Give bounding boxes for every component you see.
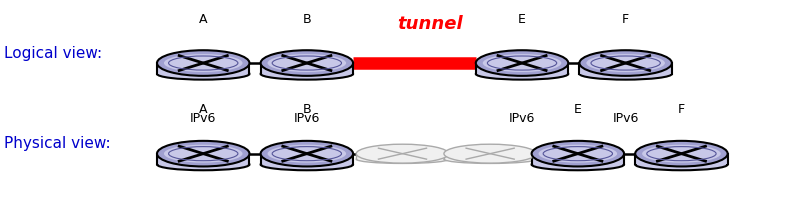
Ellipse shape xyxy=(261,50,353,76)
Ellipse shape xyxy=(356,144,449,163)
Bar xyxy=(356,154,449,159)
Ellipse shape xyxy=(532,159,624,170)
Ellipse shape xyxy=(157,141,249,166)
Ellipse shape xyxy=(539,145,617,163)
Ellipse shape xyxy=(157,68,249,80)
Text: IPv6: IPv6 xyxy=(612,112,639,125)
Text: E: E xyxy=(574,103,582,116)
Bar xyxy=(532,154,624,164)
Ellipse shape xyxy=(579,50,672,76)
Ellipse shape xyxy=(268,54,346,72)
Text: IPv6: IPv6 xyxy=(293,112,320,125)
Ellipse shape xyxy=(261,159,353,170)
Text: F: F xyxy=(678,103,685,116)
Bar xyxy=(261,154,353,164)
Bar xyxy=(261,63,353,74)
Ellipse shape xyxy=(261,141,353,166)
Text: IPv6: IPv6 xyxy=(508,112,536,125)
Ellipse shape xyxy=(268,145,346,163)
Text: tunnel: tunnel xyxy=(398,15,463,33)
Ellipse shape xyxy=(164,145,242,163)
Ellipse shape xyxy=(164,54,242,72)
Text: E: E xyxy=(518,13,526,26)
Ellipse shape xyxy=(476,50,568,76)
Ellipse shape xyxy=(157,159,249,170)
Bar xyxy=(157,63,249,74)
Text: A: A xyxy=(199,103,207,116)
Text: A: A xyxy=(199,13,207,26)
Ellipse shape xyxy=(579,68,672,80)
Ellipse shape xyxy=(483,54,561,72)
Ellipse shape xyxy=(476,68,568,80)
Ellipse shape xyxy=(635,159,728,170)
Bar xyxy=(579,63,672,74)
Text: Logical view:: Logical view: xyxy=(4,46,102,61)
Ellipse shape xyxy=(642,145,720,163)
Text: Physical view:: Physical view: xyxy=(4,136,111,151)
Ellipse shape xyxy=(356,155,449,164)
Text: B: B xyxy=(303,13,311,26)
Bar xyxy=(635,154,728,164)
Ellipse shape xyxy=(444,155,536,164)
Ellipse shape xyxy=(532,141,624,166)
Ellipse shape xyxy=(587,54,665,72)
Text: B: B xyxy=(303,103,311,116)
Ellipse shape xyxy=(261,68,353,80)
Bar xyxy=(476,63,568,74)
Bar xyxy=(157,154,249,164)
Ellipse shape xyxy=(157,50,249,76)
Ellipse shape xyxy=(635,141,728,166)
Text: F: F xyxy=(622,13,629,26)
Bar xyxy=(444,154,536,159)
Ellipse shape xyxy=(444,144,536,163)
Text: IPv6: IPv6 xyxy=(190,112,217,125)
